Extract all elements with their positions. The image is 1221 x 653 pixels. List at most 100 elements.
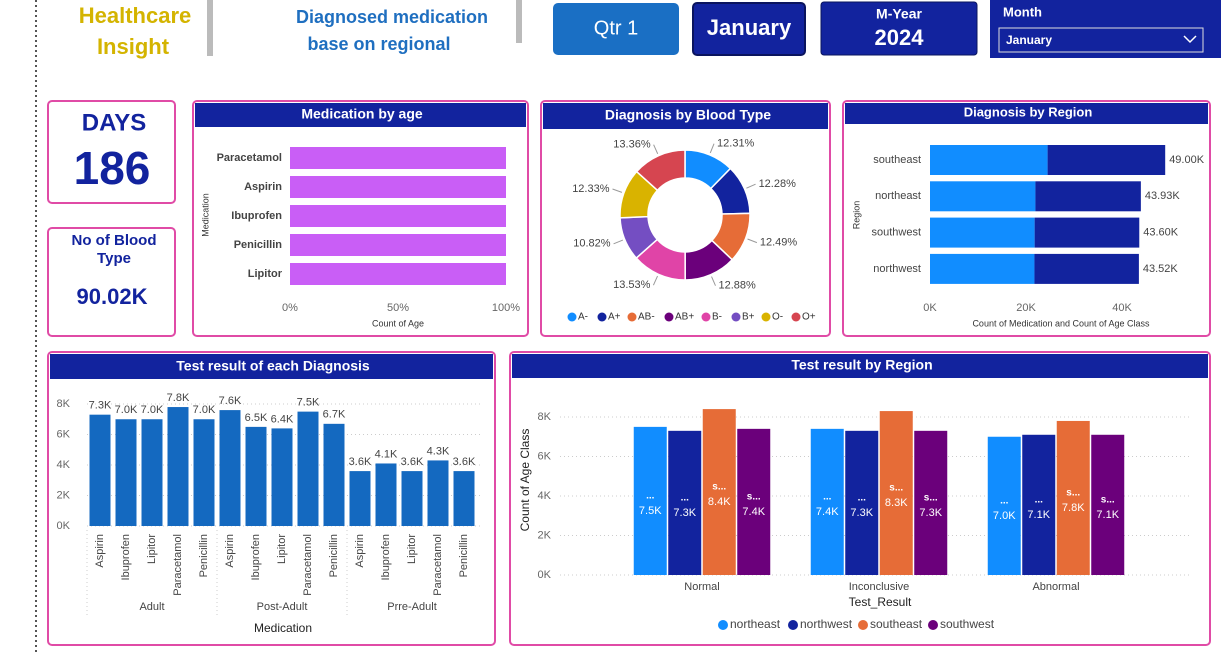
chart-header (512, 354, 1208, 378)
y-tick-label: 0K (538, 569, 552, 581)
y-axis-label: Region (851, 201, 861, 230)
month-slicer (990, 0, 1221, 58)
data-label: 7.3K (850, 507, 873, 519)
legend-swatch (664, 312, 674, 322)
data-label: 7.0K (115, 404, 138, 416)
bar-segment (930, 217, 1035, 248)
data-label: 3.6K (453, 456, 476, 468)
chart-title: Test result by Region (791, 357, 932, 373)
bar (1022, 434, 1056, 575)
bar-segment (930, 181, 1036, 212)
data-label: 8.4K (708, 496, 731, 508)
legend-swatch (928, 620, 938, 630)
data-label: 7.3K (673, 507, 696, 519)
y-tick-label: 8K (57, 398, 71, 410)
legend-label: southwest (940, 617, 995, 631)
bar (427, 460, 449, 526)
bar (141, 419, 163, 526)
group-label: Post-Adult (257, 601, 308, 613)
legend-label: A+ (608, 312, 621, 323)
bar (702, 409, 736, 575)
data-label: 12.33% (572, 183, 610, 195)
legend-swatch (718, 620, 728, 630)
x-tick-label: Aspirin (354, 534, 366, 568)
data-label: 7.4K (816, 506, 839, 518)
leader-line (612, 188, 623, 193)
legend-swatch (788, 620, 798, 630)
data-label: 3.6K (401, 456, 424, 468)
data-label: 8.3K (885, 497, 908, 509)
x-tick-label: Ibuprofen (250, 534, 262, 580)
legend-label: AB- (638, 312, 655, 323)
y-tick-label: 6K (538, 450, 552, 462)
y-tick-label: 2K (538, 529, 552, 541)
app-title: Healthcare (79, 3, 192, 28)
data-label: 6.4K (271, 413, 294, 425)
data-label: 7.8K (167, 392, 190, 404)
data-label: 7.3K (89, 400, 112, 412)
subtitle: base on regional (307, 34, 450, 54)
inner-name-label: ... (858, 493, 867, 504)
leader-line (711, 276, 716, 286)
slicer-label: Month (1003, 4, 1042, 19)
y-tick-label: northwest (873, 263, 921, 275)
leader-line (747, 238, 758, 244)
x-tick-label: Abnormal (1032, 581, 1079, 593)
x-tick-label: 40K (1112, 302, 1132, 314)
chart-header (543, 103, 828, 129)
bar (219, 410, 241, 526)
x-tick-label: Paracetamol (432, 534, 444, 596)
y-tick-label: Penicillin (234, 239, 283, 251)
legend-label: northwest (800, 617, 853, 631)
kpi-card (47, 227, 176, 337)
slicer-value: January (1006, 33, 1052, 47)
x-tick-label: Inconclusive (849, 581, 910, 593)
legend-swatch (858, 620, 868, 630)
bar (453, 471, 475, 526)
x-tick-label: Paracetamol (302, 534, 314, 596)
bar-segment (1047, 145, 1166, 175)
y-axis-label: Medication (200, 193, 210, 237)
chart-header (50, 354, 493, 379)
bar (323, 423, 345, 526)
data-label: 7.0K (193, 404, 216, 416)
leader-line (613, 239, 624, 245)
total-label: 43.52K (1143, 263, 1179, 275)
bar-segment (1034, 217, 1140, 248)
legend-label: AB+ (675, 312, 694, 323)
month-button[interactable] (692, 2, 806, 56)
total-label: 49.00K (1169, 154, 1205, 166)
data-label: 4.3K (427, 445, 450, 457)
bar (290, 176, 506, 198)
quarter-button[interactable] (553, 3, 679, 55)
total-label: 43.60K (1143, 227, 1179, 239)
data-label: 7.5K (639, 505, 662, 517)
chart-panel (540, 100, 831, 337)
x-tick-label: Penicillin (328, 534, 340, 577)
y-tick-label: Lipitor (248, 268, 283, 280)
data-label: 3.6K (349, 456, 372, 468)
myear-card (820, 1, 978, 56)
kpi-value: 90.02K (77, 284, 148, 309)
legend-swatch (597, 312, 607, 322)
y-tick-label: Ibuprofen (231, 210, 282, 222)
app-title: Insight (97, 34, 170, 59)
x-tick-label: Ibuprofen (120, 534, 132, 580)
data-label: 13.36% (613, 139, 651, 151)
myear-value: 2024 (875, 25, 925, 50)
inner-name-label: s... (924, 493, 938, 504)
chevron[interactable] (1183, 35, 1197, 44)
bar (349, 471, 371, 526)
chart-title: Diagnosis by Region (964, 104, 1093, 119)
leader-line (653, 144, 659, 155)
y-tick-label: southeast (873, 154, 921, 166)
data-label: 10.82% (573, 238, 611, 250)
donut-slice (635, 149, 686, 192)
data-label: 7.4K (742, 506, 765, 518)
y-tick-label: 6K (57, 428, 71, 440)
total-label: 43.93K (1145, 190, 1181, 202)
bar (193, 419, 215, 526)
bar (737, 428, 771, 575)
legend-label: B- (712, 312, 722, 323)
slicer-dropdown[interactable] (998, 27, 1204, 53)
